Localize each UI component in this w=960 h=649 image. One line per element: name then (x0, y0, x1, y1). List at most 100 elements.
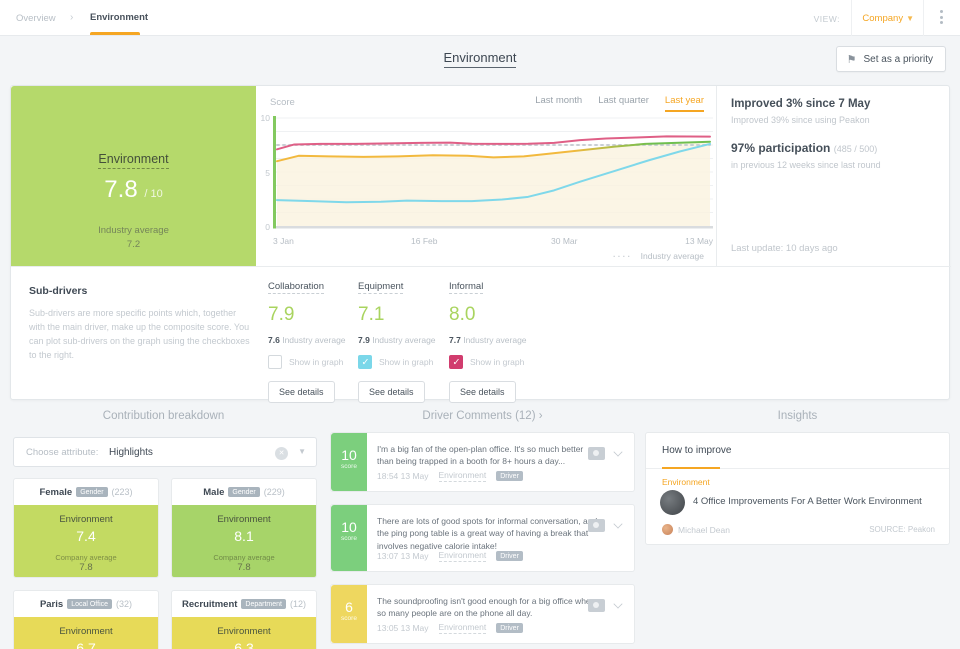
acknowledge-bubble-icon[interactable] (588, 599, 605, 612)
attribute-select[interactable]: Choose attribute: Highlights ✕ ▼ (13, 437, 317, 467)
driver-score: 7.8 / 10 (104, 176, 163, 203)
segment-driver: Environment (217, 626, 271, 637)
breakdown-card-recruitment[interactable]: Recruitment Department (12) Environment 6.… (171, 590, 317, 649)
article-thumbnail (660, 490, 685, 515)
page-title: Environment (0, 50, 960, 68)
tab-last-quarter[interactable]: Last quarter (598, 95, 649, 106)
x-tick: 16 Feb (411, 236, 438, 246)
segment-score: 6.7 (76, 640, 96, 649)
subdriver-industry-average: 7.7 Industry average (449, 335, 527, 345)
see-details-button[interactable]: See details (268, 381, 335, 403)
y-tick-5: 5 (265, 168, 270, 178)
more-options-icon[interactable] (936, 10, 946, 27)
chevron-right-icon: › (70, 12, 74, 23)
comment-driver-link[interactable]: Environment (438, 470, 487, 482)
segment-badge: Department (241, 599, 286, 609)
acknowledge-bubble-icon[interactable] (588, 447, 605, 460)
clear-icon[interactable]: ✕ (275, 446, 288, 460)
segment-score: 6.3 (234, 640, 254, 649)
segment-name: Paris (39, 598, 64, 610)
company-average-label: Company average (213, 553, 275, 562)
top-nav: Overview › Environment VIEW: Company ▼ (0, 0, 960, 36)
segment-badge: Gender (76, 487, 108, 497)
attribute-select-label: Choose attribute: (26, 447, 99, 458)
subdriver-score: 7.9 (268, 304, 295, 325)
checkbox-unchecked[interactable] (268, 355, 282, 369)
subdriver-industry-average: 7.9 Industry average (358, 335, 436, 345)
chevron-down-icon[interactable] (613, 446, 623, 457)
active-tab-underline (90, 32, 140, 35)
article-title[interactable]: 4 Office Improvements For A Better Work … (693, 496, 922, 507)
subdriver-name[interactable]: Equipment (358, 281, 404, 294)
breadcrumb-overview[interactable]: Overview (16, 13, 56, 24)
checkbox-checked-cyan[interactable] (358, 355, 372, 369)
chart-legend: ···· Industry average (612, 251, 704, 261)
comment-time: 13:07 13 May (377, 551, 429, 561)
active-tab-underline (662, 467, 720, 469)
subdriver-name[interactable]: Informal (449, 281, 484, 294)
subdrivers-section: Sub-drivers Sub-drivers are more specifi… (11, 266, 951, 403)
dotted-line-icon: ···· (612, 251, 633, 261)
breakdown-heading: Contribution breakdown (102, 410, 225, 422)
breakdown-card-female[interactable]: Female Gender (223) Environment 7.4 Compan… (13, 478, 159, 578)
set-priority-button[interactable]: ⚑ Set as a priority (835, 46, 946, 72)
y-tick-10: 10 (260, 113, 270, 123)
company-average-label: Company average (55, 553, 117, 562)
driver-name: Environment (11, 152, 256, 169)
comment-score: 10 score (331, 433, 367, 491)
driver-score-card: Environment 7.8 / 10 Industry average 7.… (11, 86, 256, 266)
show-in-graph-toggle[interactable]: Show in graph (358, 355, 443, 369)
comment-driver-badge: Driver (496, 471, 523, 481)
comment-driver-badge: Driver (496, 623, 523, 633)
see-details-button[interactable]: See details (449, 381, 516, 403)
participation-stat: 97% participation (485 / 500) (731, 141, 878, 155)
segment-count: (229) (263, 487, 285, 497)
article-source: SOURCE: Peakon (869, 525, 935, 534)
segment-count: (12) (290, 599, 307, 609)
insight-category: Environment (662, 477, 710, 487)
participation-substat: in previous 12 weeks since last round (731, 160, 881, 170)
driver-industry-average: Industry average 7.2 (98, 224, 169, 250)
comment-driver-link[interactable]: Environment (438, 622, 487, 634)
chevron-down-icon[interactable] (613, 598, 623, 609)
show-in-graph-toggle[interactable]: Show in graph (449, 355, 534, 369)
insights-card: How to improve Environment 4 Office Impr… (645, 432, 950, 545)
comment-card: 10 score There are lots of good spots for… (330, 504, 635, 572)
show-in-graph-toggle[interactable]: Show in graph (268, 355, 353, 369)
x-tick: 13 May (685, 236, 713, 246)
comments-heading[interactable]: Driver Comments (12) › (422, 410, 543, 422)
caret-down-icon: ▼ (906, 14, 914, 23)
chart-range-tabs: Last month Last quarter Last year (535, 95, 704, 112)
subdriver-informal: Informal 8.0 7.7 Industry average Show i… (449, 281, 534, 403)
breakdown-card-paris[interactable]: Paris Local Office (32) Environment 6.7 (13, 590, 159, 649)
tab-last-month[interactable]: Last month (535, 95, 583, 106)
subdriver-score: 8.0 (449, 304, 476, 325)
divider (923, 0, 924, 36)
acknowledge-bubble-icon[interactable] (588, 519, 605, 532)
attribute-select-value: Highlights (109, 447, 153, 458)
segment-name: Male (203, 486, 225, 498)
subdriver-name[interactable]: Collaboration (268, 281, 324, 294)
improvement-stat: Improved 3% since 7 May (731, 98, 871, 110)
tab-last-year[interactable]: Last year (664, 95, 704, 112)
breakdown-card-male[interactable]: Male Gender (229) Environment 8.1 Company … (171, 478, 317, 578)
view-company-dropdown[interactable]: Company ▼ (862, 13, 914, 24)
subdrivers-intro: Sub-drivers Sub-drivers are more specifi… (29, 285, 254, 363)
caret-down-icon: ▼ (298, 447, 306, 456)
company-average-value: 7.8 (237, 562, 251, 573)
comment-driver-link[interactable]: Environment (438, 550, 487, 562)
segment-name: Female (39, 486, 73, 498)
chevron-down-icon[interactable] (613, 518, 623, 529)
comment-text: There are lots of good spots for informa… (377, 516, 598, 551)
segment-badge: Local Office (67, 599, 113, 609)
divider (851, 0, 852, 36)
checkbox-checked-pink[interactable] (449, 355, 463, 369)
segment-count: (32) (116, 599, 133, 609)
subdrivers-description: Sub-drivers are more specific points whi… (29, 308, 250, 360)
breadcrumb-environment[interactable]: Environment (90, 12, 149, 23)
see-details-button[interactable]: See details (358, 381, 425, 403)
comment-card: 10 score I'm a big fan of the open-plan o… (330, 432, 635, 492)
priority-flag-icon: ⚑ (846, 53, 857, 66)
tab-how-to-improve[interactable]: How to improve (662, 445, 732, 456)
